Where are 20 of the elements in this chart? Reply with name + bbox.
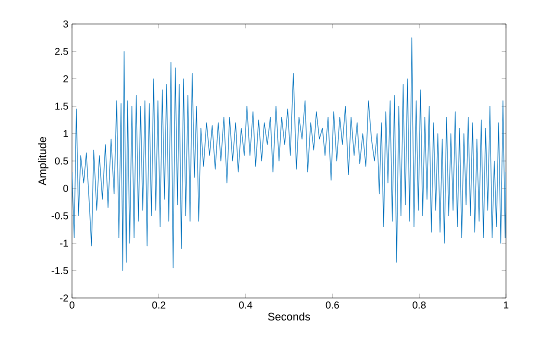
x-axis-title: Seconds [268, 312, 310, 321]
y-tick-label: 0.5 [54, 157, 68, 165]
x-tick-label: 0.8 [412, 302, 426, 309]
x-tick-label: 1 [504, 302, 508, 308]
x-tick-label: 0 [70, 302, 74, 309]
y-tick-label: -2 [60, 294, 68, 302]
y-axis-title: Amplitude [38, 137, 48, 186]
x-tick-label: 0.2 [152, 302, 166, 309]
y-tick-label: 2 [63, 75, 68, 82]
y-tick-label: -0.5 [52, 212, 68, 220]
y-tick-label: 2.5 [55, 48, 68, 55]
y-tick-label: -1 [60, 240, 68, 247]
y-tick-label: 0 [63, 184, 68, 192]
line-series [72, 37, 506, 271]
y-tick-label: 1 [64, 130, 68, 138]
y-tick-label: 1.5 [55, 102, 68, 110]
y-tick-label: 3 [63, 20, 68, 28]
x-tick-label: 0.6 [326, 302, 339, 309]
y-tick-label: -1.5 [52, 267, 68, 274]
x-tick-label: 0.4 [239, 302, 252, 309]
